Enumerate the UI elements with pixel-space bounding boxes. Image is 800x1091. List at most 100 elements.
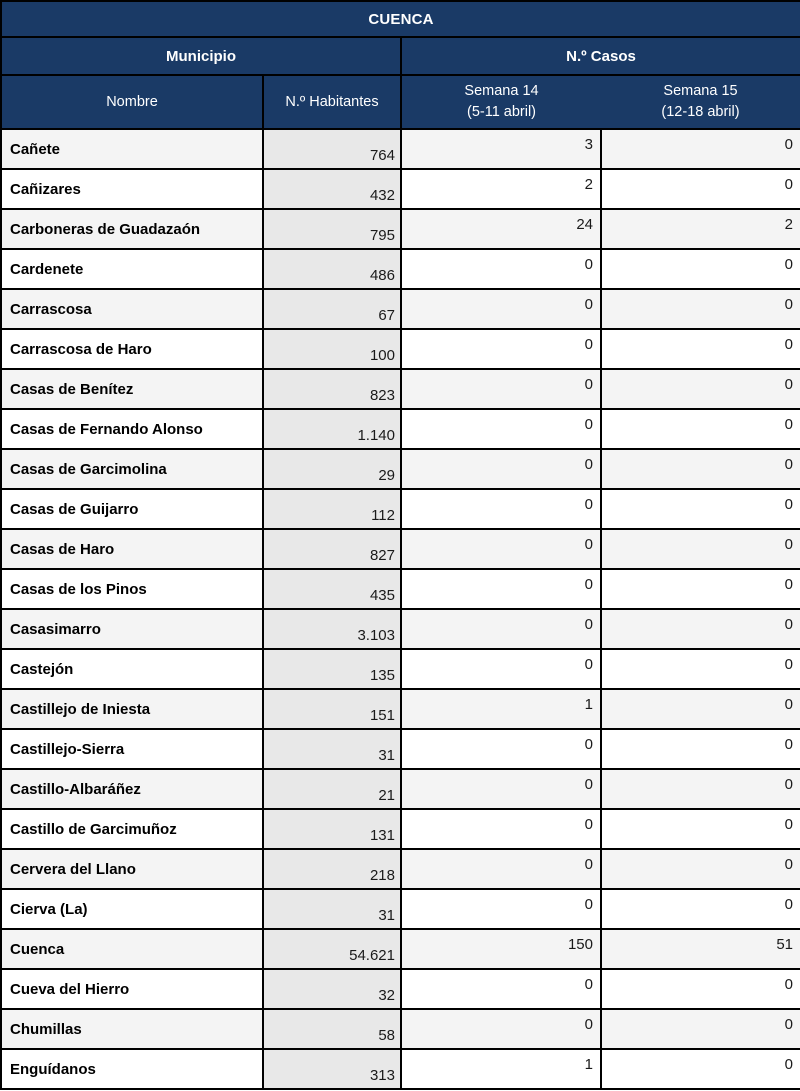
municipality-name: Casas de Benítez xyxy=(0,368,264,410)
population-value: 100 xyxy=(262,328,402,370)
week14-cases-value: 0 xyxy=(400,408,602,450)
population-value: 112 xyxy=(262,488,402,530)
table-row: Castillo de Garcimuñoz 131 0 0 xyxy=(0,808,800,850)
table-row: Castejón 135 0 0 xyxy=(0,648,800,690)
week14-cases-value: 0 xyxy=(400,768,602,810)
municipality-name: Casas de Fernando Alonso xyxy=(0,408,264,450)
week14-cases-value: 24 xyxy=(400,208,602,250)
table-body: Cañete 764 3 0 Cañizares 432 2 0 Carbone… xyxy=(0,128,800,1090)
table-row: Castillejo-Sierra 31 0 0 xyxy=(0,728,800,770)
table-row: Carrascosa de Haro 100 0 0 xyxy=(0,328,800,370)
week14-cases-value: 0 xyxy=(400,488,602,530)
week14-cases-value: 0 xyxy=(400,888,602,930)
population-value: 435 xyxy=(262,568,402,610)
table-row: Carrascosa 67 0 0 xyxy=(0,288,800,330)
municipality-name: Cuenca xyxy=(0,928,264,970)
week15-cases-value: 0 xyxy=(600,1048,800,1090)
table-row: Cierva (La) 31 0 0 xyxy=(0,888,800,930)
population-value: 32 xyxy=(262,968,402,1010)
municipality-name: Cervera del Llano xyxy=(0,848,264,890)
table-row: Carboneras de Guadazaón 795 24 2 xyxy=(0,208,800,250)
week15-cases-value: 0 xyxy=(600,408,800,450)
municipality-name: Chumillas xyxy=(0,1008,264,1050)
municipality-name: Casas de Guijarro xyxy=(0,488,264,530)
municipality-name: Cardenete xyxy=(0,248,264,290)
week14-cases-value: 0 xyxy=(400,728,602,770)
week14-cases-value: 0 xyxy=(400,528,602,570)
group-header-municipio: Municipio xyxy=(0,36,402,76)
week14-cases-value: 3 xyxy=(400,128,602,170)
municipality-name: Casas de Garcimolina xyxy=(0,448,264,490)
week14-cases-value: 0 xyxy=(400,328,602,370)
population-value: 486 xyxy=(262,248,402,290)
week15-cases-value: 0 xyxy=(600,608,800,650)
table-row: Cardenete 486 0 0 xyxy=(0,248,800,290)
population-value: 432 xyxy=(262,168,402,210)
population-value: 58 xyxy=(262,1008,402,1050)
population-value: 67 xyxy=(262,288,402,330)
week14-cases-value: 0 xyxy=(400,248,602,290)
population-value: 29 xyxy=(262,448,402,490)
table-row: Casas de Fernando Alonso 1.140 0 0 xyxy=(0,408,800,450)
week14-cases-value: 0 xyxy=(400,808,602,850)
week15-cases-value: 0 xyxy=(600,808,800,850)
municipality-name: Cueva del Hierro xyxy=(0,968,264,1010)
week15-cases-value: 0 xyxy=(600,328,800,370)
table-header: CUENCA Municipio N.º Casos Nombre N.º Ha… xyxy=(0,0,800,130)
table-row: Enguídanos 313 1 0 xyxy=(0,1048,800,1090)
municipality-name: Carrascosa de Haro xyxy=(0,328,264,370)
population-value: 3.103 xyxy=(262,608,402,650)
week14-cases-value: 0 xyxy=(400,608,602,650)
population-value: 21 xyxy=(262,768,402,810)
municipality-name: Castejón xyxy=(0,648,264,690)
population-value: 823 xyxy=(262,368,402,410)
week15-cases-value: 0 xyxy=(600,1008,800,1050)
week14-cases-value: 0 xyxy=(400,848,602,890)
municipality-name: Cierva (La) xyxy=(0,888,264,930)
table-row: Chumillas 58 0 0 xyxy=(0,1008,800,1050)
week15-cases-value: 0 xyxy=(600,128,800,170)
column-header-semana14: Semana 14 (5-11 abril) xyxy=(400,74,601,130)
week14-cases-value: 0 xyxy=(400,448,602,490)
population-value: 764 xyxy=(262,128,402,170)
week15-cases-value: 0 xyxy=(600,448,800,490)
municipality-name: Castillejo-Sierra xyxy=(0,728,264,770)
municipality-name: Casas de los Pinos xyxy=(0,568,264,610)
population-value: 313 xyxy=(262,1048,402,1090)
week15-cases-value: 51 xyxy=(600,928,800,970)
semana14-label: Semana 14 xyxy=(464,82,539,99)
population-value: 54.621 xyxy=(262,928,402,970)
week15-cases-value: 0 xyxy=(600,728,800,770)
municipality-name: Cañete xyxy=(0,128,264,170)
municipality-name: Carboneras de Guadazaón xyxy=(0,208,264,250)
week15-cases-value: 0 xyxy=(600,528,800,570)
week15-cases-value: 0 xyxy=(600,368,800,410)
table-row: Cuenca 54.621 150 51 xyxy=(0,928,800,970)
week14-cases-value: 0 xyxy=(400,648,602,690)
table-row: Casas de Benítez 823 0 0 xyxy=(0,368,800,410)
week15-cases-value: 0 xyxy=(600,968,800,1010)
table-row: Casas de Garcimolina 29 0 0 xyxy=(0,448,800,490)
semana15-dates: (12-18 abril) xyxy=(661,104,740,120)
week15-cases-value: 0 xyxy=(600,568,800,610)
municipality-name: Castillejo de Iniesta xyxy=(0,688,264,730)
week14-cases-value: 0 xyxy=(400,368,602,410)
province-title-row: CUENCA xyxy=(0,0,800,38)
column-header-semana15: Semana 15 (12-18 abril) xyxy=(601,74,800,130)
municipality-name: Carrascosa xyxy=(0,288,264,330)
semana15-label: Semana 15 xyxy=(663,82,738,99)
week14-cases-value: 1 xyxy=(400,688,602,730)
week15-cases-value: 0 xyxy=(600,688,800,730)
week15-cases-value: 0 xyxy=(600,288,800,330)
population-value: 31 xyxy=(262,728,402,770)
population-value: 31 xyxy=(262,888,402,930)
table-row: Casas de Guijarro 112 0 0 xyxy=(0,488,800,530)
group-header-row: Municipio N.º Casos xyxy=(0,36,800,76)
week15-cases-value: 0 xyxy=(600,888,800,930)
week14-cases-value: 0 xyxy=(400,1008,602,1050)
week14-cases-value: 150 xyxy=(400,928,602,970)
week15-cases-value: 0 xyxy=(600,488,800,530)
population-value: 135 xyxy=(262,648,402,690)
province-title: CUENCA xyxy=(0,0,800,38)
